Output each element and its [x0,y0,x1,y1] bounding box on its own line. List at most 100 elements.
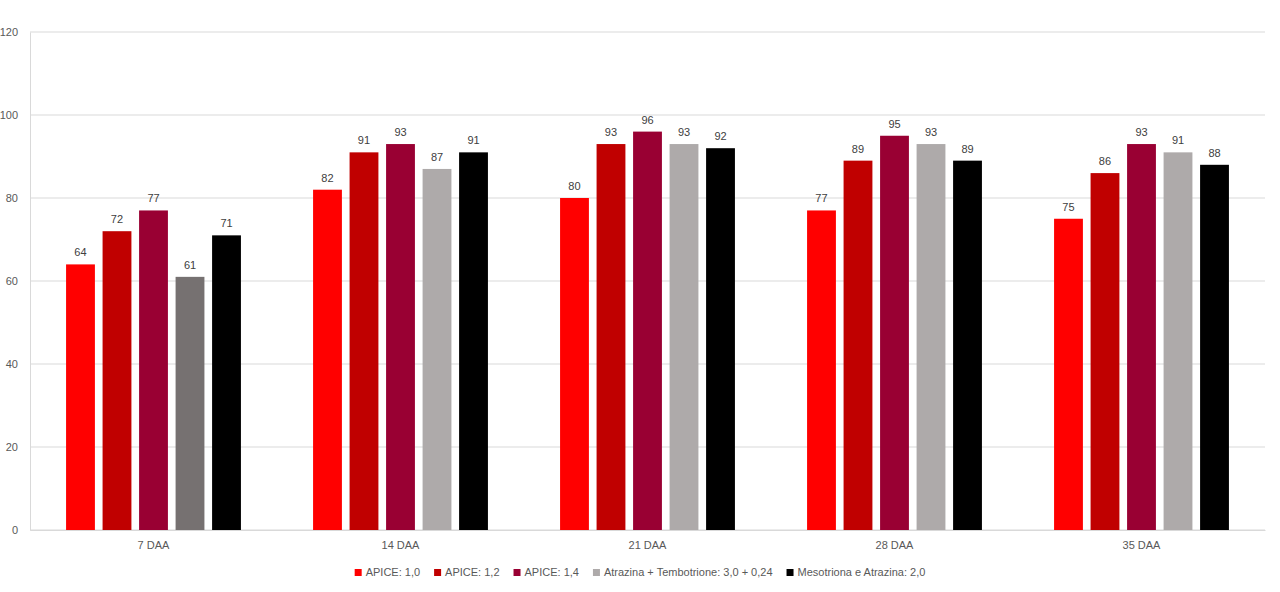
bar [1200,165,1229,530]
legend-label: Atrazina + Tembotrione: 3,0 + 0,24 [604,566,773,578]
bar [670,144,699,530]
bar [706,148,735,530]
legend-swatch [514,569,521,576]
bar [1054,219,1083,530]
x-axis-line [31,530,1266,531]
bar [103,231,132,530]
legend-label: APICE: 1,2 [445,566,499,578]
x-tick: 21 DAA [629,530,668,551]
y-tick-label: 0 [12,524,18,536]
data-label: 72 [111,213,123,225]
bar [880,136,909,530]
data-label: 91 [358,134,370,146]
y-tick-label: 80 [6,192,18,204]
data-label: 89 [852,143,864,155]
y-tick: 120 [0,26,30,38]
bar [1164,152,1193,530]
legend-item: APICE: 1,4 [514,566,579,578]
legend-item: APICE: 1,0 [355,566,420,578]
x-tick-label: 14 DAA [382,539,421,551]
data-label: 93 [925,126,937,138]
bar [66,264,95,530]
legend-swatch [787,569,794,576]
bar [139,210,168,530]
y-tick: 60 [6,275,30,287]
x-tick: 14 DAA [382,530,421,551]
x-tick: 28 DAA [876,530,915,551]
legend-swatch [434,569,441,576]
grid [30,32,1265,530]
data-label: 92 [714,130,726,142]
bar [1127,144,1156,530]
data-label: 87 [431,151,443,163]
data-label: 93 [394,126,406,138]
data-label: 71 [220,217,232,229]
legend-label: APICE: 1,0 [366,566,420,578]
data-label: 77 [147,192,159,204]
y-tick: 100 [0,109,30,121]
legend-label: APICE: 1,4 [525,566,579,578]
y-tick: 20 [6,441,30,453]
y-tick-label: 100 [0,109,18,121]
data-label: 80 [568,180,580,192]
data-label: 64 [74,246,86,258]
bar [597,144,626,530]
data-label: 82 [321,172,333,184]
plot: 0 20 40 60 80 100 120 7 DAA 14 DAA 21 DAA 28 DAA 35… [0,26,1266,551]
y-tick: 40 [6,358,30,370]
data-label: 75 [1062,201,1074,213]
bar [1091,173,1120,530]
bar [844,161,873,530]
data-label: 86 [1099,155,1111,167]
data-label: 95 [888,118,900,130]
x-axis: 7 DAA 14 DAA 21 DAA 28 DAA 35 DAA [31,530,1266,551]
x-tick-label: 7 DAA [138,539,170,551]
x-tick: 35 DAA [1123,530,1162,551]
y-tick-label: 60 [6,275,18,287]
legend: APICE: 1,0 APICE: 1,2 APICE: 1,4 Atrazina +… [355,566,926,578]
bar [953,161,982,530]
bar [423,169,452,530]
legend-swatch [355,569,362,576]
y-tick-label: 40 [6,358,18,370]
bar [386,144,415,530]
y-tick-label: 120 [0,26,18,38]
bar [807,210,836,530]
x-tick: 7 DAA [138,530,170,551]
y-tick: 80 [6,192,30,204]
data-label: 77 [815,192,827,204]
bar [176,277,205,530]
data-label: 93 [678,126,690,138]
x-tick-label: 21 DAA [629,539,668,551]
legend-item: Atrazina + Tembotrione: 3,0 + 0,24 [593,566,773,578]
grid-line [30,32,1265,33]
legend-label: Mesotriona e Atrazina: 2,0 [798,566,926,578]
data-label: 96 [641,114,653,126]
bar [633,132,662,530]
data-label: 93 [605,126,617,138]
bar [459,152,488,530]
data-label: 89 [961,143,973,155]
data-label: 91 [1172,134,1184,146]
legend-item: APICE: 1,2 [434,566,499,578]
bar [560,198,589,530]
y-tick-label: 20 [6,441,18,453]
data-label: 91 [467,134,479,146]
chart: 0 20 40 60 80 100 120 7 DAA 14 DAA 21 DAA 28 DAA 35… [0,0,1280,592]
y-axis: 0 20 40 60 80 100 120 [0,26,31,536]
y-tick: 0 [12,524,30,536]
data-labels: 64 82 80 77 75 72 91 93 89 86 77 93 96 95 93 61 87 93 93 91… [74,114,1220,271]
bar [917,144,946,530]
bars [66,132,1229,530]
data-label: 61 [184,259,196,271]
x-tick-label: 35 DAA [1123,539,1162,551]
legend-swatch [593,569,600,576]
legend-item: Mesotriona e Atrazina: 2,0 [787,566,926,578]
y-axis-line [30,33,31,531]
data-label: 88 [1208,147,1220,159]
bar [313,190,342,530]
bar [212,235,241,530]
x-tick-label: 28 DAA [876,539,915,551]
data-label: 93 [1135,126,1147,138]
bar [350,152,379,530]
